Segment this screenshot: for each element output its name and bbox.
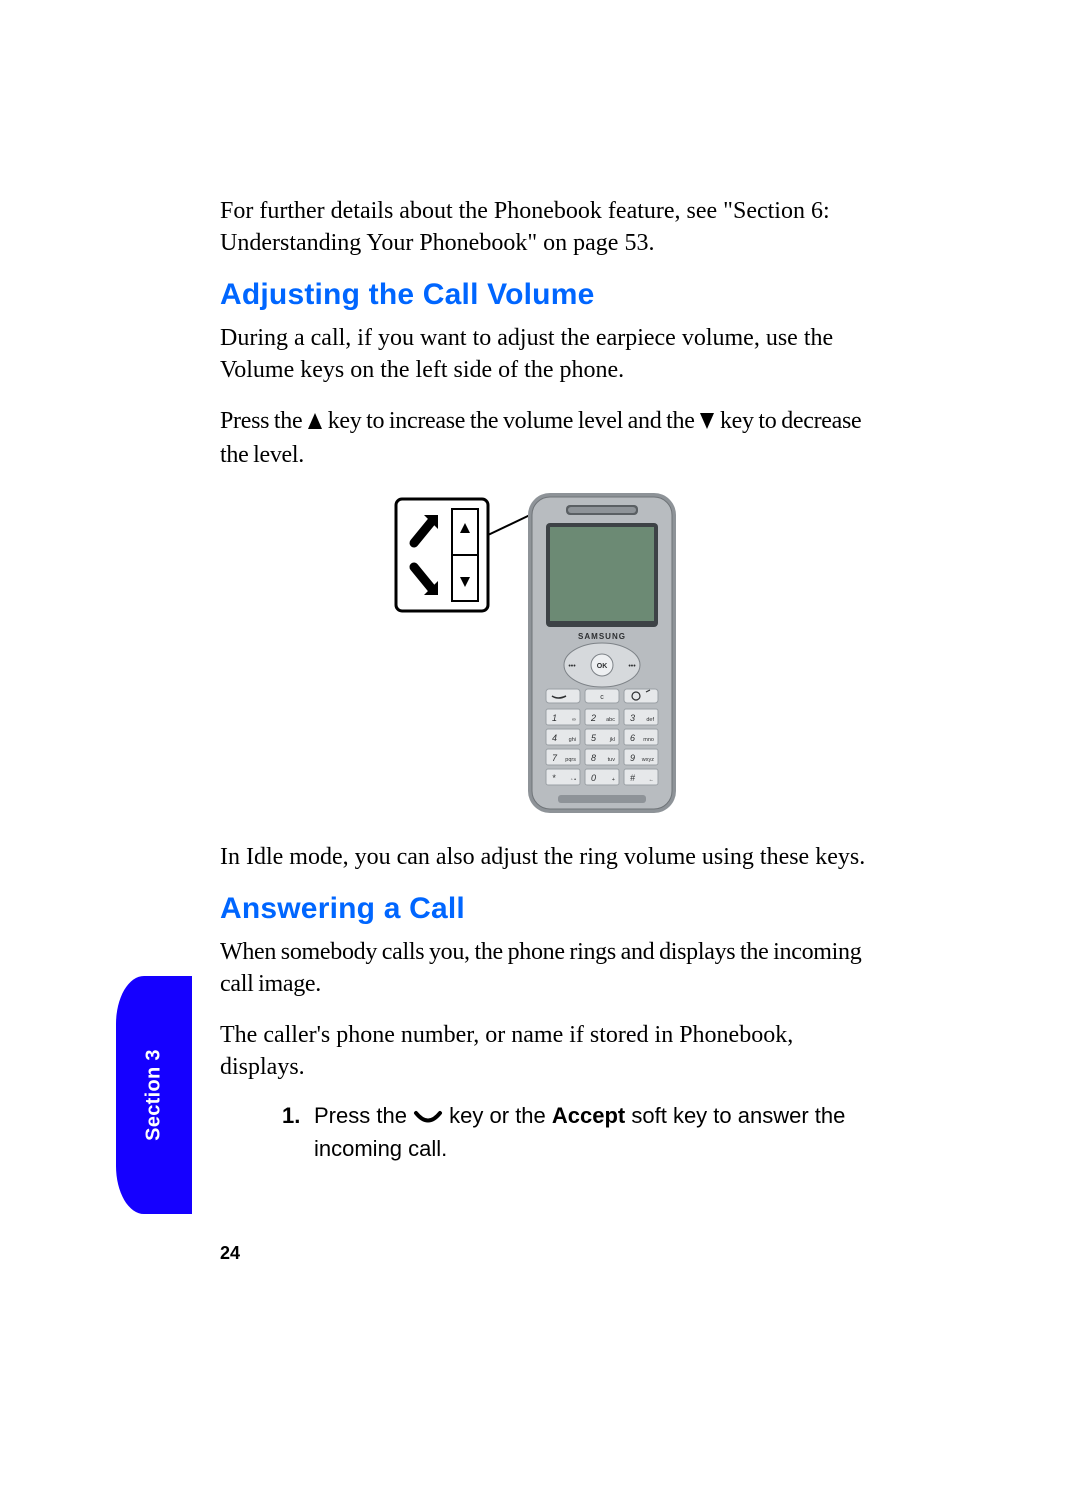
svg-text:0: 0: [591, 773, 596, 783]
svg-text:•••: •••: [628, 663, 636, 670]
svg-text:+: +: [612, 777, 615, 783]
adjust-volume-p3: In Idle mode, you can also adjust the ri…: [220, 841, 870, 873]
adjust-volume-p2: Press the key to increase the volume lev…: [220, 405, 870, 472]
svg-text:def: def: [646, 717, 654, 723]
svg-text:SAMSUNG: SAMSUNG: [578, 632, 626, 641]
phone-illustration-svg: SAMSUNG OK ••• ••• c 1∞2abc3def4ghi5jkl6: [390, 489, 700, 819]
text-fragment: key to increase the volume level and the: [328, 408, 700, 434]
answer-call-p1: When somebody calls you, the phone rings…: [220, 936, 870, 1001]
phone-body: SAMSUNG OK ••• ••• c 1∞2abc3def4ghi5jkl6: [528, 493, 676, 813]
svg-text:3: 3: [630, 713, 635, 723]
phone-figure: SAMSUNG OK ••• ••• c 1∞2abc3def4ghi5jkl6: [220, 489, 870, 819]
answer-call-p2: The caller's phone number, or name if st…: [220, 1019, 870, 1084]
svg-text:ghi: ghi: [569, 737, 576, 743]
call-key-icon: [413, 1104, 443, 1134]
page-content: For further details about the Phonebook …: [220, 195, 870, 1164]
svg-text:*: *: [552, 773, 556, 783]
adjust-volume-p1: During a call, if you want to adjust the…: [220, 322, 870, 387]
svg-text:jkl: jkl: [609, 737, 615, 743]
svg-text:abc: abc: [606, 717, 615, 723]
svg-text:8: 8: [591, 753, 596, 763]
svg-text:∞: ∞: [572, 717, 576, 723]
text-fragment: Press the: [314, 1103, 413, 1128]
svg-text:mno: mno: [643, 737, 654, 743]
svg-text:2: 2: [590, 713, 596, 723]
step-1: 1. Press the key or the Accept soft key …: [282, 1101, 870, 1163]
volume-callout: [396, 499, 530, 611]
text-fragment: key or the: [449, 1103, 552, 1128]
step-number: 1.: [282, 1101, 304, 1163]
triangle-up-icon: [307, 407, 323, 439]
section-tab-label: Section 3: [143, 1049, 166, 1141]
svg-text:◦ •: ◦ •: [571, 777, 576, 783]
svg-text:OK: OK: [597, 663, 608, 670]
svg-text:6: 6: [630, 733, 635, 743]
accept-label: Accept: [552, 1103, 625, 1128]
heading-adjust-volume: Adjusting the Call Volume: [220, 278, 870, 312]
svg-text:•••: •••: [568, 663, 576, 670]
step-list: 1. Press the key or the Accept soft key …: [282, 1101, 870, 1163]
svg-text:c: c: [600, 694, 604, 701]
svg-text:1: 1: [552, 713, 557, 723]
text-fragment: Press the: [220, 408, 307, 434]
svg-text:4: 4: [552, 733, 557, 743]
page-number: 24: [220, 1243, 240, 1264]
svg-text:←: ←: [649, 777, 655, 783]
intro-paragraph: For further details about the Phonebook …: [220, 195, 870, 260]
svg-text:9: 9: [630, 753, 635, 763]
triangle-down-icon: [699, 407, 715, 439]
svg-text:tuv: tuv: [608, 757, 616, 763]
step-body: Press the key or the Accept soft key to …: [314, 1101, 870, 1163]
section-tab: Section 3: [116, 976, 192, 1214]
svg-text:wxyz: wxyz: [641, 757, 654, 763]
svg-text:pqrs: pqrs: [565, 757, 576, 763]
heading-answering-call: Answering a Call: [220, 892, 870, 926]
